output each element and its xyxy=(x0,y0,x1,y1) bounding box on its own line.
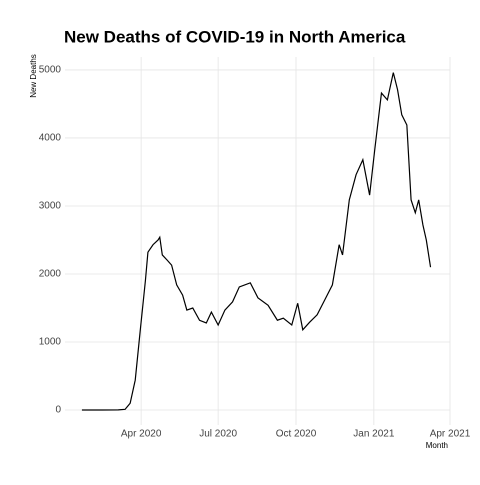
y-tick-label: 4000 xyxy=(39,133,62,144)
x-tick-label: Oct 2020 xyxy=(276,429,317,440)
y-tick-label: 5000 xyxy=(39,65,62,76)
line xyxy=(81,72,432,411)
y-tick-label: 2000 xyxy=(39,269,62,280)
x-tick-label: Jul 2020 xyxy=(199,429,237,440)
x-axis-label: Month xyxy=(426,441,448,450)
y-tick-label: 1000 xyxy=(39,337,62,348)
x-tick-label: Apr 2020 xyxy=(121,429,162,440)
y-axis-label: New Deaths xyxy=(29,54,38,98)
x-tick-label: Apr 2021 xyxy=(430,429,471,440)
x-tick-label: Jan 2021 xyxy=(353,429,395,440)
y-tick-label: 0 xyxy=(55,405,61,416)
chart-title: New Deaths of COVID-19 in North America xyxy=(64,27,406,46)
y-tick-label: 3000 xyxy=(39,201,62,212)
